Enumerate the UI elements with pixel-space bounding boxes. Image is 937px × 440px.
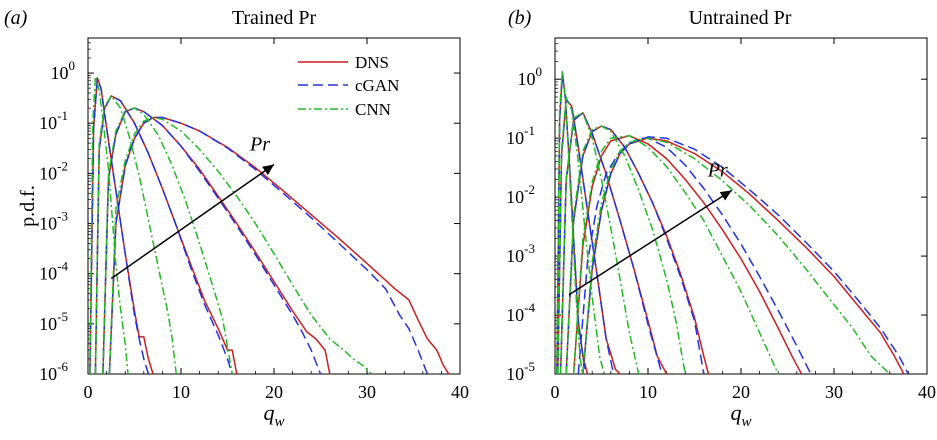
panel-b-ytick-label-0: 100	[518, 64, 543, 89]
legend: DNS cGAN CNN	[298, 53, 399, 119]
panel-b-xtick-label-0: 0	[551, 382, 560, 402]
panel-a-ytick-label-6: 10-6	[39, 359, 68, 384]
panel-a-curve-cgan-3	[108, 116, 429, 375]
panel-a-arrow-line	[110, 163, 275, 280]
legend-label-cnn: CNN	[355, 100, 391, 119]
panel-a-xtick-label-0: 0	[84, 382, 93, 402]
panel-b-curve-cgan-4	[577, 137, 812, 375]
panel-b-label: (b)	[508, 7, 532, 29]
panel-a-curve-dns-1	[94, 95, 238, 375]
panel-b-curve-dns-4	[572, 134, 803, 375]
panel-a-ytick-exp-2: -2	[57, 158, 68, 173]
panel-b-ytick-exp-3: -3	[524, 241, 535, 256]
panel-b-title: Untrained Pr	[689, 7, 792, 29]
panel-b-pr-label: Pr	[707, 159, 728, 181]
panel-a-ytick-exp-1: -1	[57, 108, 68, 123]
panel-b-xlabel: qw	[730, 400, 751, 430]
panel-b-curve-cnn-0	[556, 69, 583, 375]
panel-a-curve-cnn-1	[94, 95, 178, 375]
panel-b: (b) Untrained Pr 0 10 20 30 40 100 10-1 10-2 10-…	[506, 7, 936, 430]
panel-a-curve-cnn-3	[108, 116, 373, 375]
panel-a-curve-cgan-2	[102, 107, 322, 375]
panel-a-pr-arrow: Pr	[110, 134, 275, 280]
panel-a-xlabel: qw	[263, 400, 284, 430]
panel-a-arrow-head	[262, 164, 274, 175]
panel-a-ytick-exp-3: -3	[57, 209, 68, 224]
panel-a-ytick-label-5: 10-5	[39, 309, 68, 334]
panel-b-ytick-exp-4: -4	[524, 300, 535, 315]
panel-b-curve-cgan-2	[559, 111, 663, 375]
panel-b-ytick-exp-0: 0	[536, 64, 543, 79]
panel-a-curve-dns-2	[102, 107, 331, 375]
panel-a-ytick-exp-4: -4	[57, 259, 68, 274]
panel-a-pr-label: Pr	[249, 134, 270, 156]
panel-b-curve-cnn-1	[557, 96, 606, 375]
panel-b-xlabel-subscript: w	[741, 414, 751, 430]
panel-b-ytick-exp-1: -1	[524, 123, 535, 138]
panel-b-arrow-head	[719, 190, 732, 201]
panel-b-ytick-label-1: 10-1	[506, 123, 535, 148]
panel-b-ticks: 0 10 20 30 40 100 10-1 10-2 10-3 10-4 10-5	[506, 37, 936, 402]
panel-a-plot-area	[87, 37, 461, 375]
panel-a-xtick-label-1: 10	[172, 382, 190, 402]
panel-a-xlabel-subscript: w	[274, 414, 284, 430]
panel-b-curve-cnn-2	[559, 111, 640, 375]
panel-a-ytick-label-1: 10-1	[39, 108, 68, 133]
legend-label-cgan: cGAN	[355, 76, 399, 95]
panel-b-curve-cnn-3	[565, 125, 686, 375]
panel-a-xtick-label-2: 20	[265, 382, 283, 402]
panel-a-ytick-exp-5: -5	[57, 309, 68, 324]
panel-b-arrow-line	[568, 189, 733, 296]
panel-b-plot-area	[554, 37, 928, 375]
panel-b-xtick-label-4: 40	[918, 382, 936, 402]
panel-a-curve-cgan-1	[94, 95, 233, 375]
panel-b-curve-cgan-1	[557, 98, 615, 375]
panel-a-ytick-exp-6: -6	[57, 359, 68, 374]
legend-label-dns: DNS	[355, 53, 389, 72]
panel-b-pr-arrow: Pr	[568, 159, 733, 296]
panel-b-xtick-label-3: 30	[825, 382, 843, 402]
panel-a-ytick-label-2: 10-2	[39, 158, 68, 183]
panel-a-curve-cnn-0	[89, 75, 129, 375]
panel-a: (a) Trained Pr 0 10 20 30 40 100 10-1 10-2 10-3 1…	[4, 7, 469, 430]
panel-b-curve-cgan-5	[582, 136, 910, 375]
panel-b-ytick-label-4: 10-4	[506, 300, 535, 325]
panel-a-ytick-exp-0: 0	[69, 58, 76, 73]
panel-b-curve-cnn-4	[572, 134, 779, 375]
panel-b-xtick-label-1: 10	[639, 382, 657, 402]
panel-a-xtick-label-3: 30	[358, 382, 376, 402]
panel-b-xtick-label-2: 20	[732, 382, 750, 402]
panel-a-ytick-label-4: 10-4	[39, 259, 68, 284]
panel-a-curve-cnn-2	[102, 107, 233, 375]
panel-a-ylabel: p.d.f.	[17, 185, 39, 227]
panel-b-ytick-exp-2: -2	[524, 182, 535, 197]
panel-a-curve-cgan-0	[89, 78, 150, 375]
panel-a-curve-dns-3	[108, 116, 450, 375]
panel-b-ytick-exp-5: -5	[524, 359, 535, 374]
panel-a-label: (a)	[4, 7, 28, 29]
panel-a-title: Trained Pr	[232, 7, 317, 29]
panel-a-ytick-label-3: 10-3	[39, 209, 68, 234]
panel-a-xtick-label-4: 40	[451, 382, 469, 402]
panel-a-curves	[89, 75, 450, 375]
panel-b-ytick-label-3: 10-3	[506, 241, 535, 266]
panel-b-ytick-label-2: 10-2	[506, 182, 535, 207]
panel-b-curves	[556, 69, 910, 375]
panel-a-ytick-label-0: 100	[51, 58, 76, 83]
panel-b-curve-cgan-3	[565, 125, 705, 375]
panel-b-ytick-label-5: 10-5	[506, 359, 535, 384]
panel-b-curve-cnn-5	[582, 137, 891, 375]
